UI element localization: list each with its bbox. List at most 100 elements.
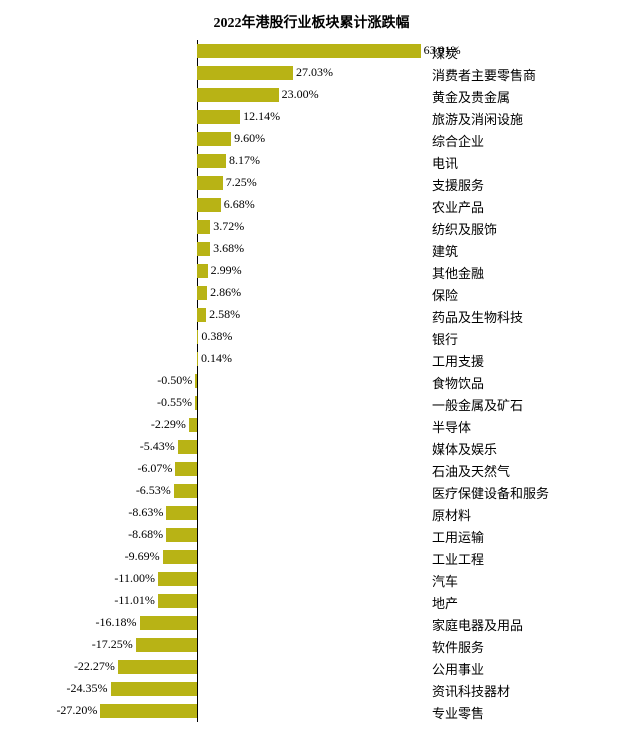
category-label: 煤炭 (432, 43, 458, 62)
category-label: 医疗保健设备和服务 (432, 483, 549, 502)
bar (197, 308, 206, 322)
category-label: 农业产品 (432, 197, 484, 216)
chart-row: -2.29%半导体 (0, 414, 623, 436)
bar (118, 660, 197, 674)
value-label: 2.99% (211, 263, 242, 278)
bar (197, 176, 223, 190)
category-label: 工用支援 (432, 351, 484, 370)
bar (140, 616, 197, 630)
bar (111, 682, 197, 696)
bar (195, 396, 197, 410)
chart-row: -0.55%一般金属及矿石 (0, 392, 623, 414)
value-label: -16.18% (96, 615, 137, 630)
chart-row: -11.01% 地产 (0, 590, 623, 612)
bar (189, 418, 197, 432)
category-label: 综合企业 (432, 131, 484, 150)
category-label: 软件服务 (432, 637, 484, 656)
chart-row: -8.68%工用运输 (0, 524, 623, 546)
chart-row: -11.00% 汽车 (0, 568, 623, 590)
bar (197, 132, 231, 146)
bar (197, 330, 198, 344)
category-label: 半导体 (432, 417, 471, 436)
category-label: 家庭电器及用品 (432, 615, 523, 634)
value-label: 6.68% (224, 197, 255, 212)
bar (197, 110, 240, 124)
bar (197, 66, 293, 80)
value-label: 23.00% (282, 87, 319, 102)
value-label: -9.69% (125, 549, 160, 564)
value-label: 2.58% (209, 307, 240, 322)
category-label: 原材料 (432, 505, 471, 524)
chart-row: -0.50% 食物饮品 (0, 370, 623, 392)
chart-row: 2.99% 其他金融 (0, 260, 623, 282)
category-label: 黄金及贵金属 (432, 87, 510, 106)
value-label: -24.35% (67, 681, 108, 696)
bar (197, 88, 279, 102)
bar (197, 352, 198, 366)
chart-row: 3.68% 建筑 (0, 238, 623, 260)
chart-row: 0.14% 工用支援 (0, 348, 623, 370)
value-label: -5.43% (140, 439, 175, 454)
chart-row: -17.25% 软件服务 (0, 634, 623, 656)
value-label: 0.14% (201, 351, 232, 366)
category-label: 食物饮品 (432, 373, 484, 392)
category-label: 资讯科技器材 (432, 681, 510, 700)
value-label: -0.55% (157, 395, 192, 410)
category-label: 保险 (432, 285, 458, 304)
category-label: 消费者主要零售商 (432, 65, 536, 84)
value-label: -6.53% (136, 483, 171, 498)
bar (197, 242, 210, 256)
value-label: 8.17% (229, 153, 260, 168)
chart-row: -9.69%工业工程 (0, 546, 623, 568)
category-label: 媒体及娱乐 (432, 439, 497, 458)
value-label: 12.14% (243, 109, 280, 124)
chart-row: -8.63% 原材料 (0, 502, 623, 524)
category-label: 专业零售 (432, 703, 484, 722)
chart-row: 63.01%煤炭 (0, 40, 623, 62)
bar (197, 264, 208, 278)
category-label: 公用事业 (432, 659, 484, 678)
value-label: -17.25% (92, 637, 133, 652)
value-label: -22.27% (74, 659, 115, 674)
bar (174, 484, 197, 498)
value-label: 27.03% (296, 65, 333, 80)
bar (175, 462, 197, 476)
category-label: 建筑 (432, 241, 458, 260)
value-label: 3.72% (213, 219, 244, 234)
bar (197, 220, 210, 234)
category-label: 旅游及消闲设施 (432, 109, 523, 128)
value-label: 3.68% (213, 241, 244, 256)
bar (158, 572, 197, 586)
category-label: 地产 (432, 593, 458, 612)
value-label: 9.60% (234, 131, 265, 146)
chart-row: 6.68% 农业产品 (0, 194, 623, 216)
value-label: 7.25% (226, 175, 257, 190)
chart-row: -16.18% 家庭电器及用品 (0, 612, 623, 634)
chart-row: 7.25% 支援服务 (0, 172, 623, 194)
category-label: 电讯 (432, 153, 458, 172)
bar (197, 154, 226, 168)
chart-container: 2022年港股行业板块累计涨跌幅 63.01%煤炭27.03%消费者主要零售商2… (0, 0, 623, 745)
category-label: 工用运输 (432, 527, 484, 546)
chart-row: 2.58%药品及生物科技 (0, 304, 623, 326)
chart-row: -27.20%专业零售 (0, 700, 623, 722)
category-label: 汽车 (432, 571, 458, 590)
chart-row: 27.03% 消费者主要零售商 (0, 62, 623, 84)
value-label: -0.50% (157, 373, 192, 388)
value-label: -11.00% (114, 571, 155, 586)
chart-body: 63.01%煤炭 27.03% 消费者主要零售商 23.00% 黄金及贵金属 12.14%… (0, 40, 623, 722)
bar (163, 550, 197, 564)
chart-row: 0.38%银行 (0, 326, 623, 348)
value-label: 0.38% (201, 329, 232, 344)
bar (178, 440, 197, 454)
chart-row: -5.43% 媒体及娱乐 (0, 436, 623, 458)
category-label: 其他金融 (432, 263, 484, 282)
chart-row: 3.72%纺织及服饰 (0, 216, 623, 238)
chart-row: 2.86%保险 (0, 282, 623, 304)
bar (197, 198, 221, 212)
chart-row: -6.07%石油及天然气 (0, 458, 623, 480)
value-label: -8.63% (128, 505, 163, 520)
bar (166, 528, 197, 542)
category-label: 支援服务 (432, 175, 484, 194)
value-label: -11.01% (114, 593, 155, 608)
